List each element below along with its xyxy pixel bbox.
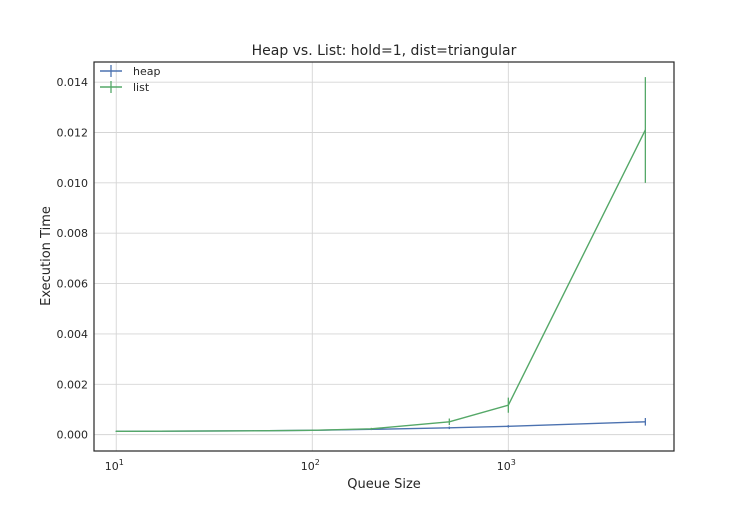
data-point-list: [311, 429, 313, 431]
x-axis-ticks: 101 102 103: [105, 458, 516, 473]
x-tick-exponent: 2: [315, 458, 320, 467]
x-tick-label: 101: [105, 458, 124, 473]
y-axis-ticks: 0.000 0.002 0.004 0.006 0.008 0.010 0.012 0.014: [57, 76, 89, 441]
plot-frame: [93, 61, 675, 452]
y-tick-label: 0.004: [57, 328, 89, 341]
data-point-list: [115, 430, 117, 432]
x-tick-label: 102: [301, 458, 320, 473]
x-tick-label: 103: [497, 458, 516, 473]
data-point-list: [448, 421, 450, 423]
x-tick-base: 10: [105, 460, 119, 473]
y-tick-label: 0.006: [57, 278, 89, 291]
plot-area: [115, 77, 647, 433]
legend-label-list: list: [133, 81, 150, 94]
legend: heap list: [100, 65, 160, 94]
x-tick-exponent: 1: [119, 458, 124, 467]
legend-label-heap: heap: [133, 65, 160, 78]
y-tick-label: 0.014: [57, 76, 89, 89]
data-point-heap: [507, 425, 509, 427]
x-tick-base: 10: [301, 460, 315, 473]
y-tick-label: 0.012: [57, 126, 89, 139]
data-point-heap: [448, 427, 450, 429]
grid: [94, 62, 674, 451]
y-tick-label: 0.000: [57, 429, 89, 442]
data-point-list: [370, 428, 372, 430]
data-point-heap: [644, 421, 646, 423]
y-tick-label: 0.010: [57, 177, 89, 190]
chart-title: Heap vs. List: hold=1, dist=triangular: [252, 43, 517, 59]
y-axis-label: Execution Time: [39, 206, 54, 306]
x-tick-exponent: 3: [511, 458, 516, 467]
data-point-list: [252, 430, 254, 432]
data-point-list: [507, 404, 509, 406]
y-tick-label: 0.008: [57, 227, 89, 240]
data-point-list: [644, 129, 646, 131]
x-tick-base: 10: [497, 460, 511, 473]
x-axis-label: Queue Size: [347, 477, 421, 492]
y-tick-label: 0.002: [57, 378, 89, 391]
